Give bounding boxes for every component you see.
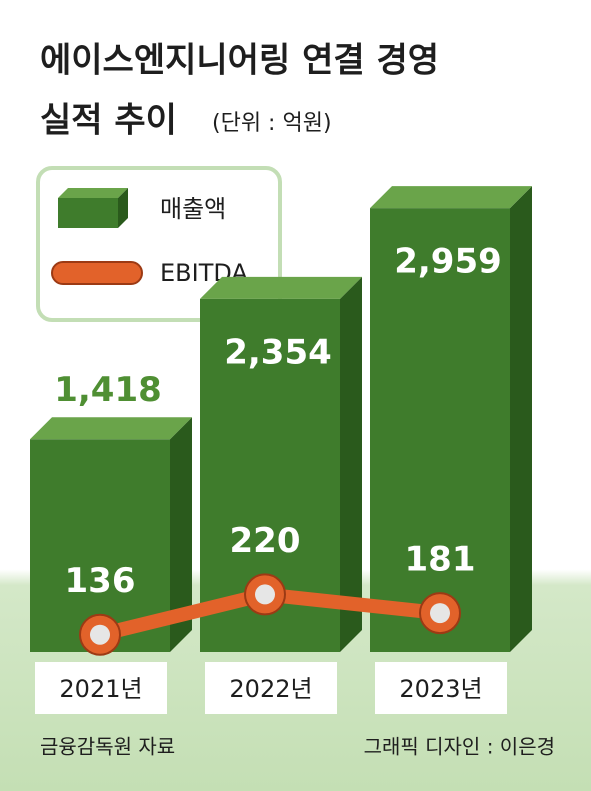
legend-label: 매출액 [160,195,226,223]
bar-side [340,276,362,652]
bar-value-label: 2,354 [224,332,332,372]
source: 금융감독원 자료 [40,735,175,759]
line-value-label: 181 [405,540,476,580]
x-tick-box [35,662,167,714]
bar-value-label: 2,959 [394,242,502,282]
x-tick-box [375,662,507,714]
chart-title: 실적 추이 [40,101,177,141]
line-value-label: 136 [65,561,136,601]
line-value-label: 220 [230,521,301,561]
line-point-center [90,624,110,645]
bar-top [370,186,532,209]
bar [370,208,510,652]
x-tick-label: 2023년 [399,675,482,703]
chart-title: 에이스엔지니어링 연결 경영 [40,41,439,81]
unit-label: (단위 : 억원) [212,111,332,136]
credit: 그래픽 디자인 : 이은경 [364,735,555,759]
line-point-center [255,584,275,605]
legend-swatch-bar [58,188,128,228]
bar-side [170,417,192,652]
bar-side [510,186,532,652]
x-tick-label: 2021년 [59,675,142,703]
legend-swatch-line [51,261,143,285]
x-tick-label: 2022년 [229,675,312,703]
x-tick-box [205,662,337,714]
line-point-center [430,603,450,624]
bar-value-label: 1,418 [54,370,162,410]
bar-top [200,276,362,299]
bar-top [30,417,192,440]
